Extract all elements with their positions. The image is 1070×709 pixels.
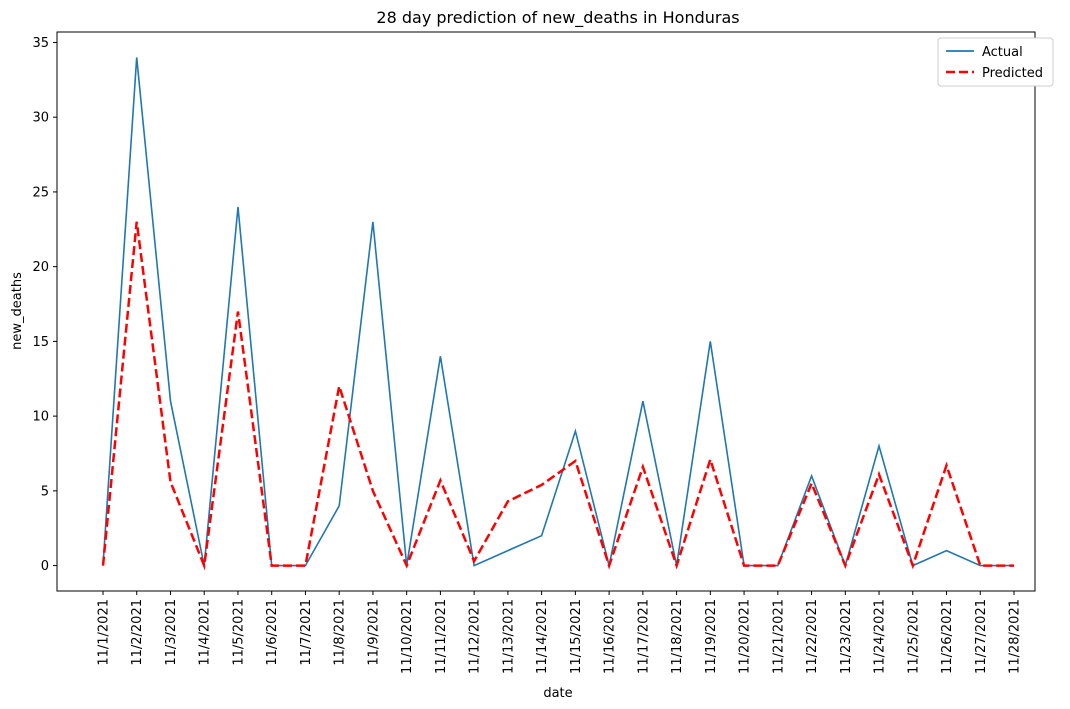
x-tick-label: 11/12/2021	[468, 599, 483, 674]
chart-title: 28 day prediction of new_deaths in Hondu…	[376, 8, 739, 28]
x-tick-label: 11/26/2021	[940, 599, 955, 674]
series-line-actual	[102, 57, 1014, 569]
x-tick-label: 11/24/2021	[873, 599, 888, 674]
x-tick-label: 11/11/2021	[434, 599, 449, 674]
x-axis-label: date	[543, 686, 572, 701]
x-tick-label: 11/18/2021	[670, 599, 685, 674]
y-tick-label: 0	[41, 559, 49, 574]
x-tick-label: 11/5/2021	[231, 599, 246, 666]
legend-box	[937, 37, 1054, 87]
x-tick-label: 11/9/2021	[366, 599, 381, 666]
series-line-predicted	[101, 221, 1014, 571]
x-tick-label: 11/2/2021	[130, 599, 145, 666]
y-tick-label: 25	[32, 185, 49, 200]
x-tick-label: 11/25/2021	[906, 599, 921, 674]
x-tick-label: 11/8/2021	[333, 599, 348, 666]
x-tick-label: 11/3/2021	[164, 599, 179, 666]
x-tick-label: 11/20/2021	[738, 599, 753, 674]
x-tick-label: 11/19/2021	[704, 599, 719, 674]
x-tick-label: 11/4/2021	[198, 599, 213, 666]
x-tick-label: 11/21/2021	[771, 599, 786, 674]
legend: Actual Predicted	[937, 37, 1054, 87]
x-tick-label: 11/1/2021	[97, 599, 112, 666]
x-tick-label: 11/23/2021	[839, 599, 854, 674]
y-tick-label: 15	[32, 335, 49, 350]
x-tick-label: 11/14/2021	[535, 599, 550, 674]
x-tick-label: 11/17/2021	[636, 599, 651, 674]
axes-frame	[56, 31, 1036, 592]
x-tick-label: 11/16/2021	[603, 599, 618, 674]
y-tick-label: 10	[32, 410, 49, 425]
y-tick-label: 5	[41, 484, 49, 499]
x-tick-label: 11/10/2021	[400, 599, 415, 674]
plot-area: 0 5 10 15 20 25 30 35 11/1/2021 11/2/2021 11/3/202…	[32, 31, 1036, 674]
y-axis-label: new_deaths	[10, 272, 25, 350]
legend-predicted-label: Predicted	[982, 66, 1043, 81]
x-tick-label: 11/13/2021	[501, 599, 516, 674]
x-tick-label: 11/15/2021	[569, 599, 584, 674]
x-tick-label: 11/7/2021	[299, 599, 314, 666]
x-tick-label: 11/28/2021	[1008, 599, 1023, 674]
x-tick-label: 11/6/2021	[265, 599, 280, 666]
y-tick-label: 20	[32, 260, 49, 275]
legend-actual-label: Actual	[982, 45, 1023, 60]
y-tick-label: 30	[32, 111, 49, 126]
x-tick-label: 11/22/2021	[805, 599, 820, 674]
x-tick-label: 11/27/2021	[974, 599, 989, 674]
y-tick-label: 35	[32, 36, 49, 51]
